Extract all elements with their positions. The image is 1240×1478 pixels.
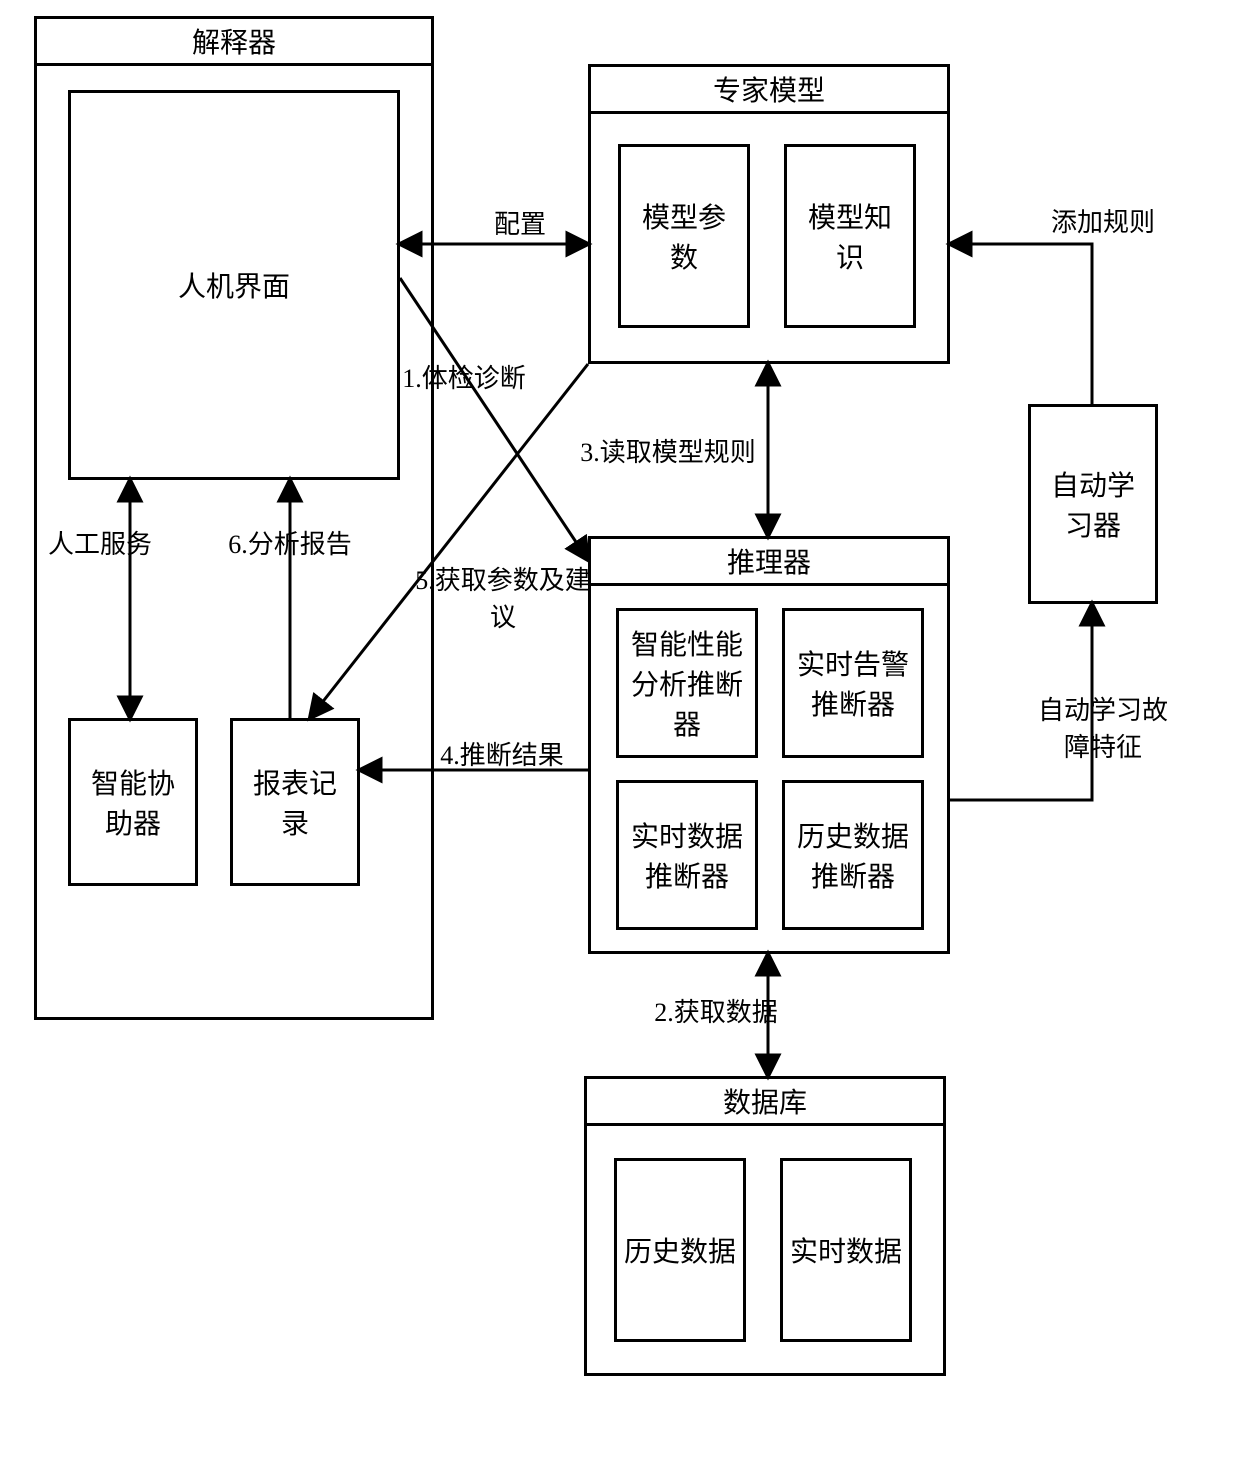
reasoner-alarm-box: 实时告警推断器 xyxy=(782,608,924,758)
edge-label-get_params: 5.获取参数及建议 xyxy=(408,560,598,634)
reasoner-title: 推理器 xyxy=(588,536,950,586)
edge-label-diagnosis: 1.体检诊断 xyxy=(364,358,564,395)
edge-label-configure: 配置 xyxy=(460,204,580,241)
reasoner-perf-box: 智能性能分析推断器 xyxy=(616,608,758,758)
report-log-text: 报表记录 xyxy=(253,762,337,842)
db-history-box: 历史数据 xyxy=(614,1158,746,1342)
edge-label-add_rule: 添加规则 xyxy=(1028,202,1178,239)
assistant-text: 智能协助器 xyxy=(91,762,175,842)
edge-label-read_rules: 3.读取模型规则 xyxy=(548,432,788,469)
reasoner-history-box: 历史数据推断器 xyxy=(782,780,924,930)
auto-learner-box: 自动学习器 xyxy=(1028,404,1158,604)
expert-params-box: 模型参数 xyxy=(618,144,750,328)
reasoner-perf-text: 智能性能分析推断器 xyxy=(631,623,743,743)
arrow-add_rule xyxy=(950,244,1092,404)
assistant-box: 智能协助器 xyxy=(68,718,198,886)
reasoner-alarm-text: 实时告警推断器 xyxy=(797,643,909,723)
reasoner-realtime-text: 实时数据推断器 xyxy=(631,815,743,895)
edge-label-infer_result: 4.推断结果 xyxy=(402,735,602,772)
edge-label-manual_service: 人工服务 xyxy=(40,524,160,561)
expert-params-text: 模型参数 xyxy=(642,196,726,276)
edge-label-fetch_data: 2.获取数据 xyxy=(616,992,816,1029)
db-realtime-box: 实时数据 xyxy=(780,1158,912,1342)
expert-knowledge-box: 模型知识 xyxy=(784,144,916,328)
expert-model-title: 专家模型 xyxy=(588,64,950,114)
reasoner-history-text: 历史数据推断器 xyxy=(797,815,909,895)
edge-label-learn_fault: 自动学习故障特征 xyxy=(1028,690,1178,764)
hmi-box: 人机界面 xyxy=(68,90,400,480)
expert-knowledge-text: 模型知识 xyxy=(808,196,892,276)
report-log-box: 报表记录 xyxy=(230,718,360,886)
edge-label-analysis_report: 6.分析报告 xyxy=(200,524,380,561)
reasoner-realtime-box: 实时数据推断器 xyxy=(616,780,758,930)
auto-learner-text: 自动学习器 xyxy=(1051,464,1135,544)
interpreter-title: 解释器 xyxy=(34,16,434,66)
database-title: 数据库 xyxy=(584,1076,946,1126)
